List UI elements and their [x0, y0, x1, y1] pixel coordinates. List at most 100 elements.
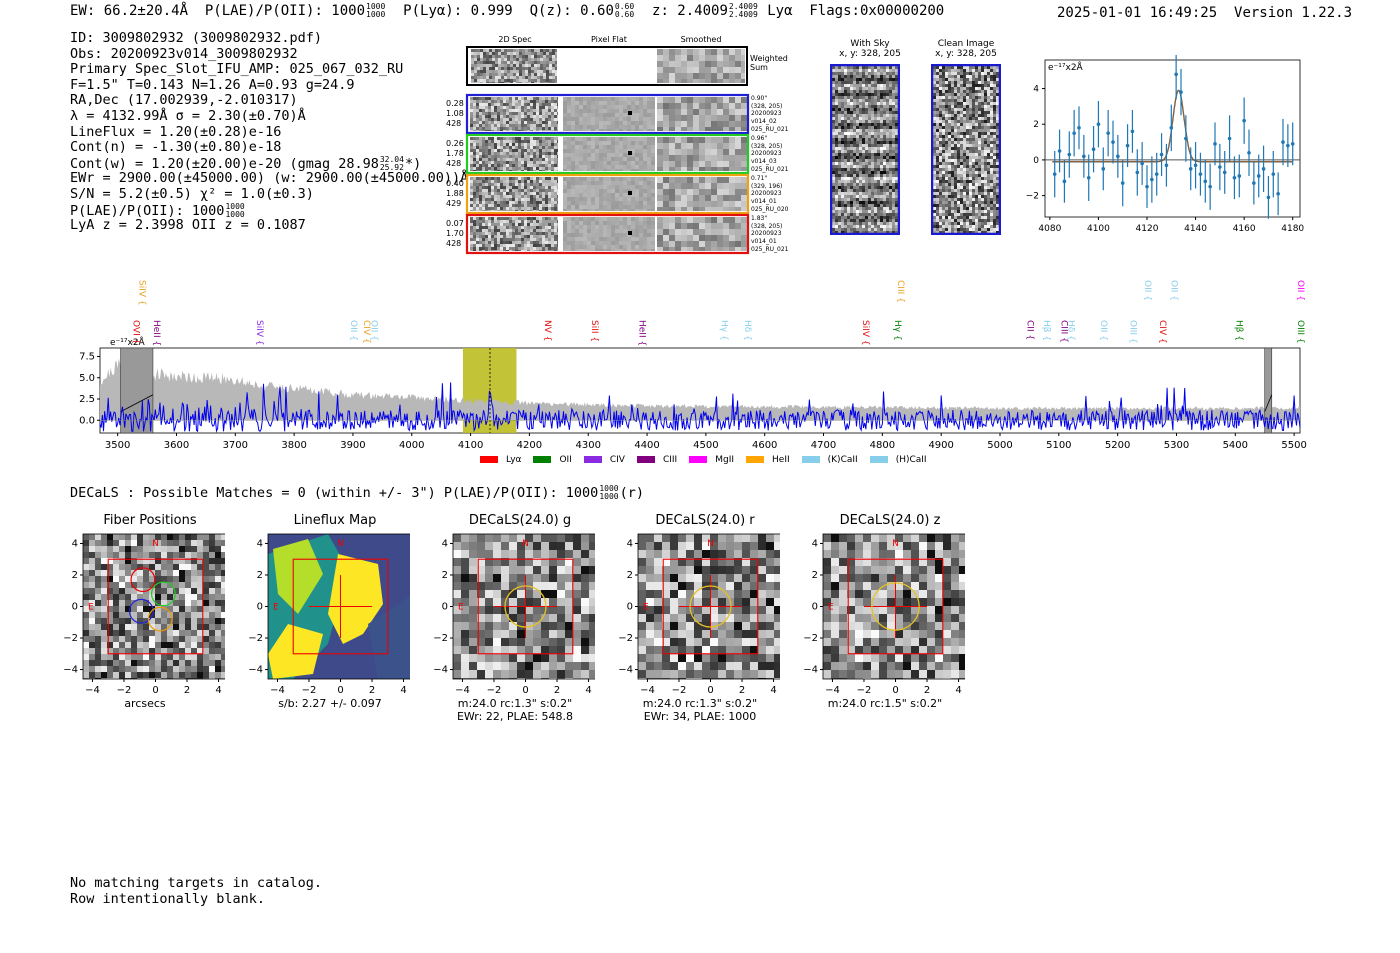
row-right-r4: v014_02 [751, 118, 777, 126]
header-right: 2025-01-01 16:49:25 Version 1.22.3 [1057, 5, 1352, 21]
x-tick-label: 4500 [693, 440, 718, 451]
data-point [1150, 177, 1154, 182]
emission-line-marker: OII { [1098, 320, 1108, 341]
decals-title: DECaLS : Possible Matches = 0 (within +/… [70, 485, 644, 502]
line-label: CIV { [1157, 320, 1167, 344]
legend-item: (H)CaII [869, 454, 927, 465]
info-lyaz: LyA z = 2.3998 OII z = 0.1087 [70, 217, 306, 234]
line-label: OII { [348, 320, 358, 341]
row-right-r3: 20200923 [751, 230, 782, 238]
ew-value: EW: 66.2±20.4Å [70, 3, 189, 19]
x-tick-label: 2 [739, 685, 745, 696]
data-point [1057, 149, 1062, 153]
fit-curve-orange [1052, 89, 1293, 162]
row-left-l2: 1.70 [446, 229, 464, 238]
x-tick-label: 4 [770, 685, 776, 696]
legend-item: CIV [583, 454, 625, 465]
row-left-values: 0.28 1.08 428 [446, 99, 464, 129]
row-right-r2: (329, 196) [751, 182, 783, 190]
compass-n: N [337, 539, 344, 549]
line-label: OVI { [130, 320, 140, 344]
info-fline: F=1.5" T=0.143 N=1.26 A=0.93 g=24.9 [70, 76, 355, 93]
row-right-r2: (328, 205) [751, 102, 783, 110]
emission-line-marker: HeII { [151, 320, 161, 346]
x-tick-label: 2 [554, 685, 560, 696]
line-label: OIII { [1127, 320, 1137, 344]
with-sky-xy: x, y: 328, 205 [839, 49, 901, 59]
data-point [1120, 181, 1125, 185]
datetime: 2025-01-01 16:49:25 [1057, 5, 1218, 21]
x-tick-label: 4120 [1136, 224, 1159, 234]
row-right-r1: 0.90" [751, 95, 768, 102]
line-label: HeII { [636, 320, 646, 346]
y-tick-label: −4 [248, 665, 263, 676]
row-right-r3: 20200923 [751, 150, 782, 158]
y-tick-label: −4 [433, 665, 448, 676]
emission-line-marker: OII { [1142, 280, 1152, 301]
zoom-axes [1044, 59, 1301, 218]
row-frame [465, 93, 750, 135]
plae-hi: 1000 [366, 2, 386, 11]
compass-e: E [273, 603, 279, 613]
x-tick-label: −2 [487, 685, 502, 696]
row-frame [465, 213, 750, 255]
line-label: SiIV { [254, 320, 264, 346]
x-tick-label: 0 [337, 685, 343, 696]
emission-line-marker: Hδ { [1066, 320, 1076, 341]
row-left-l1: 0.07 [446, 219, 464, 228]
data-point [1188, 167, 1193, 171]
data-point [1203, 179, 1208, 184]
legend-label: CIV [609, 454, 625, 465]
emission-line-marker: Hγ { [892, 320, 902, 341]
header-bar: EW: 66.2±20.4Å P(LAE)/P(OII): 1000 1000 10… [70, 2, 944, 20]
y-tick-label: 7.5 [79, 352, 95, 363]
line-label: Hδ { [742, 320, 752, 341]
clean-frame [931, 64, 1001, 235]
y-tick-label: 4 [72, 538, 78, 549]
aperture-box [107, 558, 204, 655]
legend-swatch [801, 456, 820, 463]
data-point [1247, 150, 1251, 155]
col-pixel-flat: Pixel Flat [591, 35, 627, 44]
weighted-sum-label: Weighted Sum [750, 54, 788, 72]
x-tick-label: 4080 [1038, 224, 1061, 234]
emission-line-marker: Hγ { [719, 320, 729, 341]
data-point [1159, 152, 1164, 157]
line-label: Hδ { [1066, 320, 1076, 341]
info-plae-lo: 1000 [225, 209, 245, 219]
legend-label: (H)CaII [895, 454, 927, 465]
emission-line-marker: SiIV { [860, 320, 870, 346]
line-label: CIV { [361, 320, 371, 344]
y-tick-label: 2 [1033, 120, 1039, 130]
clean-label: Clean Image [937, 39, 995, 49]
data-point [1140, 161, 1144, 166]
row-right-r1: 0.71" [751, 175, 768, 182]
row-right-r3: 20200923 [751, 110, 782, 118]
clean-xy: x, y: 328, 205 [935, 49, 997, 59]
x-tick-label: −2 [672, 685, 687, 696]
y-tick-label: −2 [248, 633, 263, 644]
line-label: SiIV { [860, 320, 870, 346]
data-point [1232, 175, 1237, 180]
row-right-r4: v014_01 [751, 198, 777, 206]
stamp-image: N E −4 −4 −2 −2 0 0 2 2 4 4 [63, 533, 225, 696]
y-tick-label: 0 [627, 602, 633, 613]
legend-label: CIII [662, 454, 678, 465]
footer-text: No matching targets in catalog. Row inte… [70, 875, 322, 907]
compass-n: N [892, 539, 899, 549]
line-label: SiII { [589, 320, 599, 342]
compass-e: E [828, 603, 834, 613]
fiber-blue [128, 598, 154, 624]
fiber-orange [147, 606, 173, 632]
legend-label: (K)CaII [827, 454, 858, 465]
data-point [1169, 125, 1174, 130]
y-tick-label: 4 [812, 538, 818, 549]
cutout-panel [465, 46, 750, 255]
emission-line-marker: CII { [1025, 320, 1035, 340]
aperture-box [477, 558, 574, 655]
x-tick-label: −2 [857, 685, 872, 696]
row-left-values: 0.26 1.78 428 [446, 139, 464, 169]
emission-line-marker: OVI { [130, 320, 140, 344]
line-label: Hβ { [1041, 320, 1051, 341]
stamp-title: Lineflux Map [293, 513, 377, 528]
